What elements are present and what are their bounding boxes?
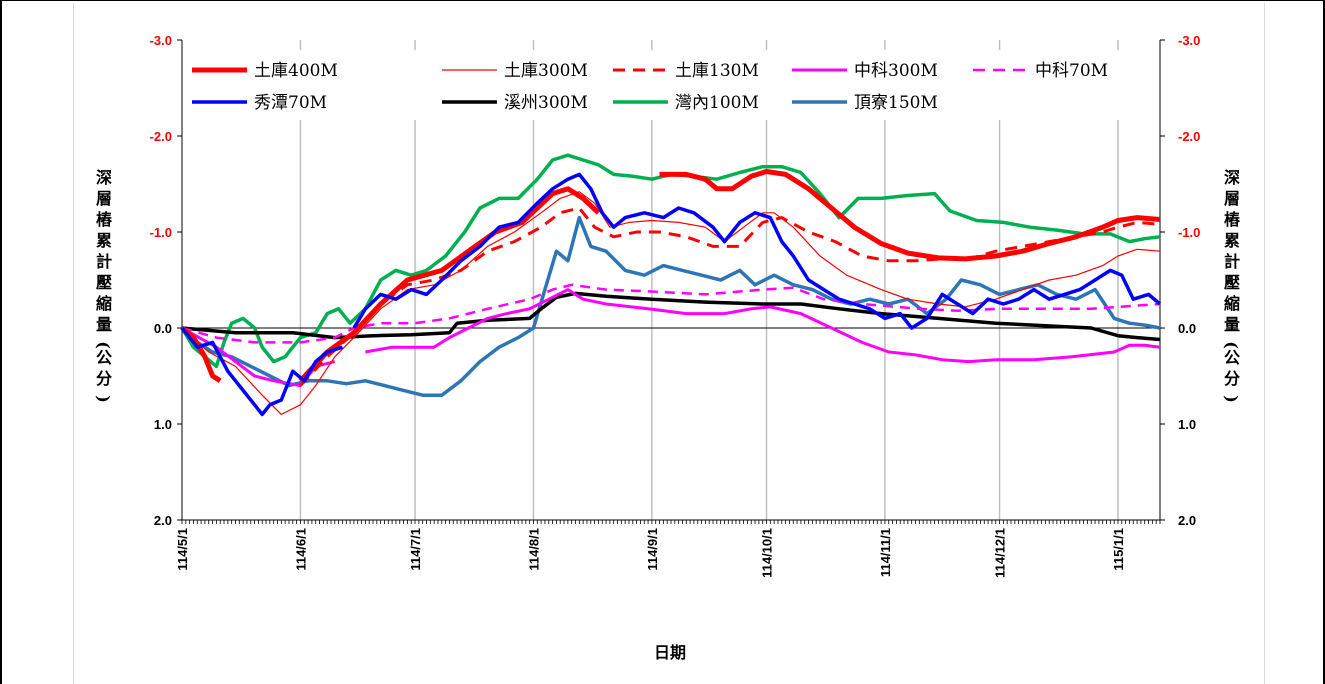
y-axis-label-char: 累 [96,231,112,250]
y-tick-label: -1.0 [150,225,172,240]
series-line [180,172,1162,417]
y-axis-label-char: 縮 [1224,294,1240,313]
legend-label: 頂寮150M [854,93,938,113]
legend-label: 土庫400M [254,61,338,81]
y-tick-label: 0.0 [1178,321,1196,336]
y-axis-label-char: 層 [96,189,112,208]
y-axis-label-char: 深 [96,168,112,187]
legend-label: 土庫130M [675,61,759,81]
chart-panel [73,3,1265,684]
y-tick-label: -2.0 [1178,129,1200,144]
series-line [299,206,1161,387]
x-tick-label: 115/1/1 [1111,528,1126,571]
y-axis-label-char: ) [1222,395,1241,403]
y-axis-label-char: ) [94,395,113,403]
y-axis-label-char: ( [94,341,113,349]
legend-label: 灣內100M [675,93,759,113]
y-axis-label-char: 計 [1224,252,1240,271]
series-line [180,169,1161,383]
x-tick-label: 114/6/1 [293,528,308,571]
legend-label: 秀潭70M [254,93,327,113]
y-tick-label: -1.0 [1178,225,1200,240]
y-tick-label: -3.0 [1178,33,1200,48]
x-tick-label: 114/8/1 [526,528,541,571]
legend-background [186,50,1158,120]
x-tick-label: 114/5/1 [175,528,190,571]
x-tick-label: 114/10/1 [760,528,775,578]
y-tick-label: 0.0 [154,321,172,336]
x-tick-label: 114/11/1 [878,528,893,577]
x-tick-label: 114/7/1 [408,528,423,571]
y-tick-label: -3.0 [150,33,172,48]
y-axis-label-char: 樁 [96,210,113,229]
series-line [180,215,1161,397]
y-tick-label: 2.0 [154,513,172,528]
series-line [181,191,1161,415]
y-axis-label-char: ( [1222,341,1241,349]
y-axis-label-char: 壓 [1224,273,1240,292]
legend-label: 中科300M [854,61,938,81]
series-group [180,153,1162,417]
y-axis-label-char: 分 [1224,369,1240,388]
y-axis-label-char: 量 [1224,315,1240,334]
y-axis-label-char: 計 [96,252,112,271]
series-line [181,291,1161,342]
y-axis-right-ticks: -3.0 -2.0 -1.0 0.0 1.0 2.0 [1160,33,1200,528]
x-tick-label: 114/12/1 [993,528,1008,578]
legend: 土庫400M 土庫300M 土庫130M 中科300M 中科70M 秀潭70M 溪州300M… [186,50,1158,120]
y-axis-label-char: 分 [96,369,112,388]
y-axis-label-char: 樁 [1224,210,1241,229]
y-tick-label: 1.0 [154,417,172,432]
legend-label: 土庫300M [504,61,588,81]
y-axis-label-char: 累 [1224,231,1240,250]
x-axis-label: 日期 [654,643,686,662]
axes [181,40,1161,524]
y-tick-label: 2.0 [1178,513,1196,528]
y-axis-label-char: 公 [96,348,112,367]
y-tick-label: 1.0 [1178,417,1196,432]
y-axis-label-char: 縮 [96,294,112,313]
x-tick-label: 114/9/1 [645,528,660,571]
x-axis-ticks: 114/5/1 114/6/1 114/7/1 114/8/1 114/9/1 114/1… [175,528,1126,578]
y-tick-label: -2.0 [150,129,172,144]
y-axis-left-ticks: -3.0 -2.0 -1.0 0.0 1.0 2.0 [150,33,182,528]
y-axis-label-char: 層 [1224,189,1240,208]
y-axis-label-char: 公 [1224,348,1240,367]
series-line [181,283,1161,344]
series-line [180,153,1161,369]
legend-label: 中科70M [1035,61,1108,81]
y-axis-label-char: 深 [1224,168,1240,187]
y-axis-label-char: 壓 [96,273,112,292]
y-axis-label-char: 量 [96,315,112,334]
legend-label: 溪州300M [504,93,588,113]
